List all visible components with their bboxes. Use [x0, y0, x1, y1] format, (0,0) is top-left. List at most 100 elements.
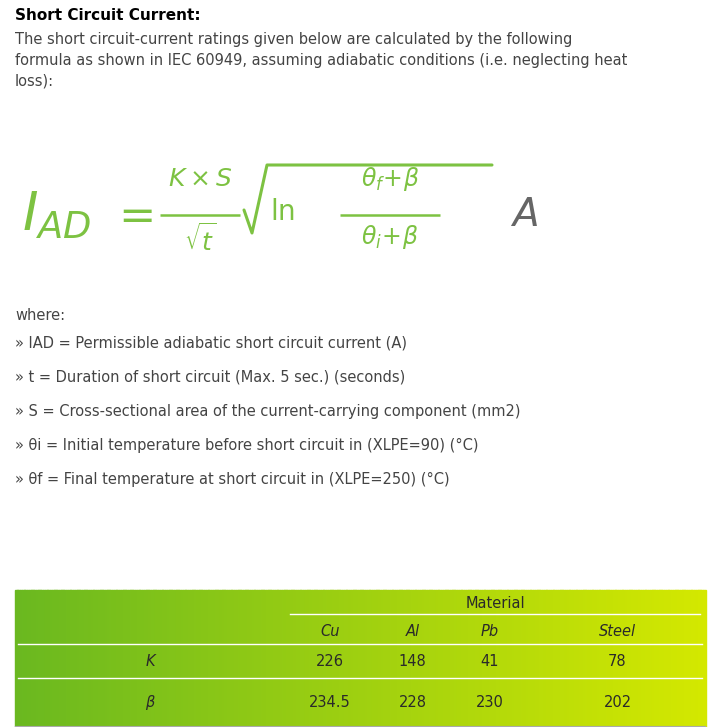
Text: 148: 148: [399, 654, 426, 669]
Bar: [429, 590, 432, 727]
Bar: [611, 590, 613, 727]
Bar: [475, 590, 478, 727]
Bar: [56, 590, 59, 727]
Bar: [585, 590, 588, 727]
Bar: [236, 590, 238, 727]
Bar: [275, 590, 278, 727]
Bar: [443, 590, 446, 727]
Bar: [15, 590, 18, 727]
Bar: [146, 590, 149, 727]
Bar: [162, 590, 165, 727]
Bar: [530, 590, 533, 727]
Bar: [314, 590, 317, 727]
Bar: [96, 590, 99, 727]
Bar: [462, 590, 464, 727]
Bar: [144, 590, 147, 727]
Text: Steel: Steel: [599, 624, 636, 638]
Bar: [574, 590, 577, 727]
Bar: [179, 590, 181, 727]
Bar: [643, 590, 646, 727]
Bar: [521, 590, 523, 727]
Bar: [604, 590, 606, 727]
Bar: [215, 590, 218, 727]
Bar: [639, 590, 641, 727]
Bar: [433, 590, 436, 727]
Bar: [321, 590, 324, 727]
Bar: [48, 590, 50, 727]
Bar: [684, 590, 687, 727]
Bar: [75, 590, 78, 727]
Bar: [351, 590, 354, 727]
Bar: [104, 590, 107, 727]
Bar: [595, 590, 598, 727]
Bar: [668, 590, 671, 727]
Bar: [510, 590, 513, 727]
Bar: [703, 590, 706, 727]
Bar: [369, 590, 372, 727]
Bar: [33, 590, 36, 727]
Bar: [634, 590, 636, 727]
Bar: [418, 590, 420, 727]
Bar: [66, 590, 68, 727]
Bar: [135, 590, 138, 727]
Bar: [645, 590, 648, 727]
Bar: [84, 590, 87, 727]
Text: $\ln$: $\ln$: [270, 198, 295, 225]
Bar: [447, 590, 450, 727]
Bar: [631, 590, 634, 727]
Bar: [385, 590, 388, 727]
Bar: [298, 590, 301, 727]
Bar: [358, 590, 361, 727]
Bar: [31, 590, 34, 727]
Bar: [264, 590, 266, 727]
Bar: [641, 590, 644, 727]
Text: $\mathit{\theta}_f\!+\!\beta$: $\mathit{\theta}_f\!+\!\beta$: [361, 165, 419, 193]
Bar: [261, 590, 264, 727]
Bar: [420, 590, 423, 727]
Bar: [581, 590, 584, 727]
Bar: [109, 590, 112, 727]
Bar: [171, 590, 174, 727]
Bar: [562, 590, 565, 727]
Bar: [454, 590, 457, 727]
Bar: [406, 590, 409, 727]
Bar: [588, 590, 590, 727]
Text: $=$: $=$: [110, 193, 153, 236]
Bar: [192, 590, 195, 727]
Bar: [608, 590, 611, 727]
Bar: [514, 590, 517, 727]
Bar: [464, 590, 467, 727]
Bar: [337, 590, 340, 727]
Bar: [620, 590, 623, 727]
Bar: [505, 590, 508, 727]
Bar: [551, 590, 554, 727]
Bar: [167, 590, 170, 727]
Bar: [282, 590, 284, 727]
Bar: [107, 590, 109, 727]
Text: $A$: $A$: [510, 196, 538, 233]
Bar: [213, 590, 215, 727]
Bar: [353, 590, 356, 727]
Bar: [570, 590, 572, 727]
Bar: [250, 590, 253, 727]
Bar: [225, 590, 227, 727]
Bar: [102, 590, 105, 727]
Bar: [682, 590, 685, 727]
Bar: [344, 590, 347, 727]
Bar: [291, 590, 294, 727]
Bar: [296, 590, 298, 727]
Bar: [197, 590, 199, 727]
Bar: [194, 590, 197, 727]
Bar: [627, 590, 629, 727]
Bar: [526, 590, 528, 727]
Bar: [422, 590, 425, 727]
Bar: [583, 590, 586, 727]
Text: Pb: Pb: [481, 624, 499, 638]
Bar: [539, 590, 542, 727]
Bar: [576, 590, 579, 727]
Bar: [323, 590, 326, 727]
Text: where:: where:: [15, 308, 65, 323]
Text: 202: 202: [603, 695, 631, 710]
Bar: [670, 590, 673, 727]
Bar: [601, 590, 604, 727]
